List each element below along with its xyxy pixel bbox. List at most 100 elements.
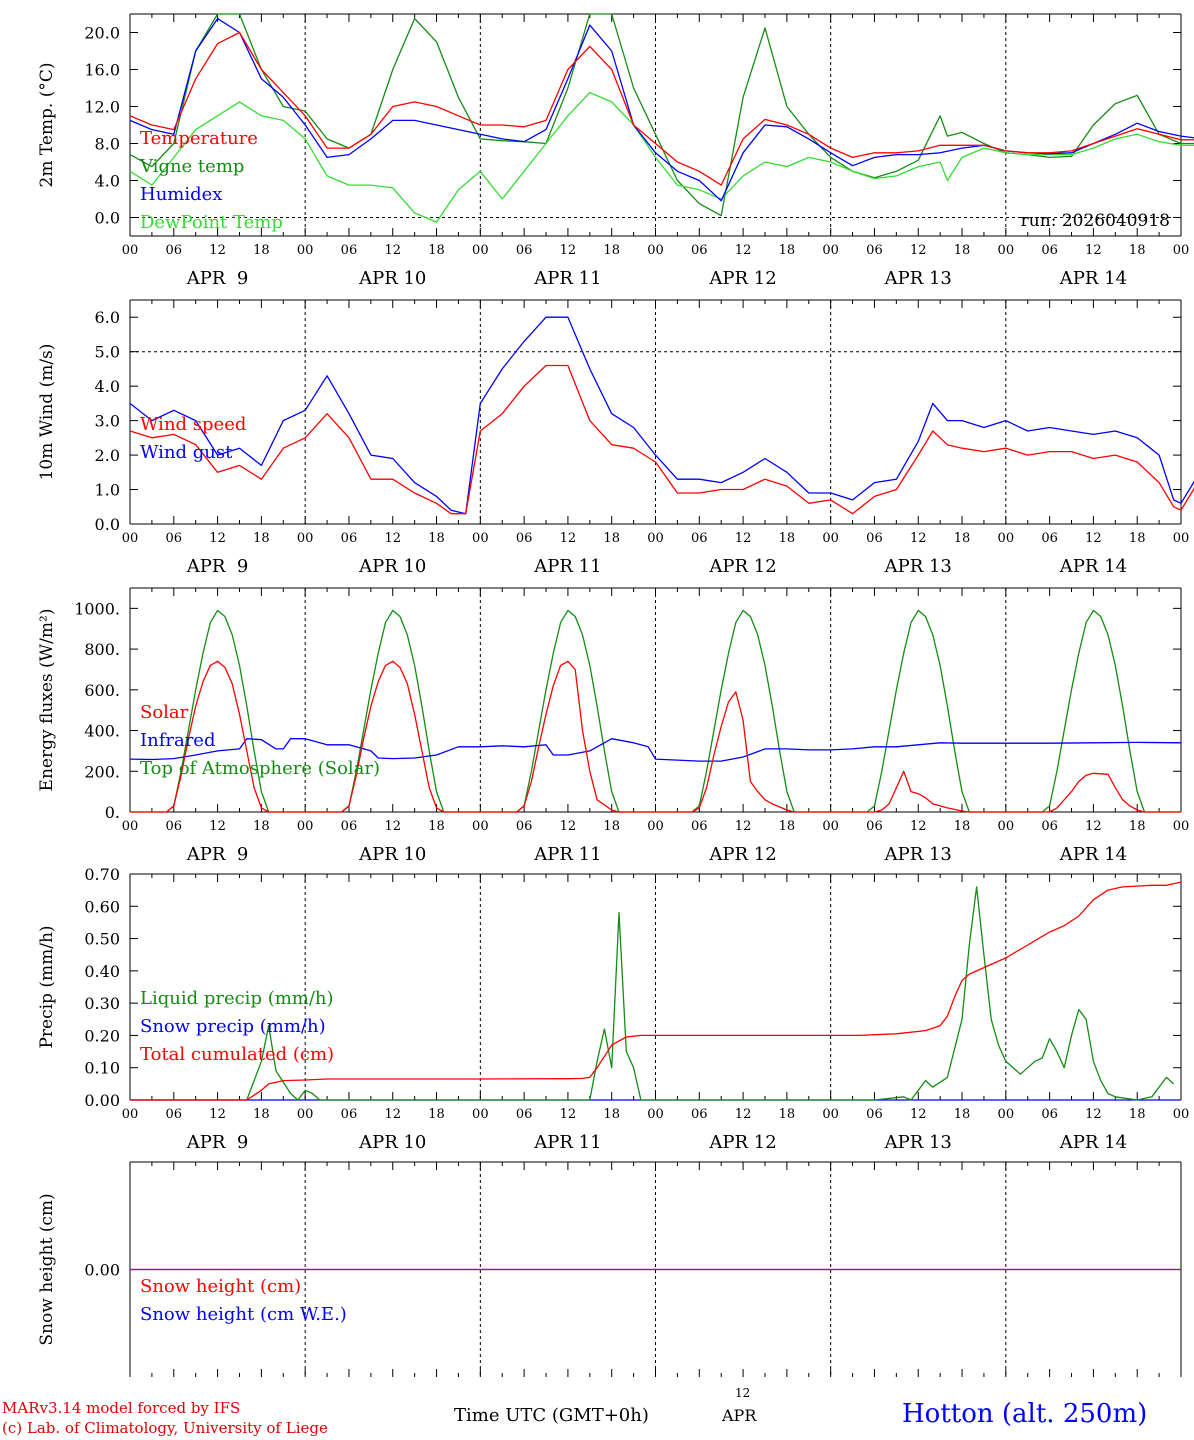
x-day-label: APR 10 [358, 556, 426, 577]
x-tick-label: 12 [1085, 819, 1102, 834]
series-line [129, 31, 1194, 186]
y-tick-label: 1000. [74, 599, 120, 618]
x-tick-label: 00 [122, 819, 139, 834]
legend-entry: Wind gust [140, 442, 233, 463]
lab-credit: (c) Lab. of Climatology, University of L… [2, 1419, 328, 1437]
x-day-label: APR 14 [1059, 268, 1127, 289]
legend-entry: Snow precip (mm/h) [140, 1016, 326, 1037]
x-tick-label: 18 [954, 1107, 971, 1122]
y-tick-label: 0.60 [84, 897, 120, 916]
x-tick-label: 18 [428, 531, 445, 546]
y-tick-label: 800. [84, 640, 120, 659]
x-tick-label: 06 [691, 243, 708, 258]
y-tick-label: 0.00 [84, 1261, 120, 1280]
y-tick-label: 0.0 [95, 515, 120, 534]
legend-entry: Infrared [140, 730, 215, 751]
legend-entry: Snow height (cm W.E.) [140, 1304, 347, 1325]
x-tick-label: 18 [603, 531, 620, 546]
x-tick-label: 18 [1129, 1107, 1146, 1122]
x-day-label: APR 10 [358, 1132, 426, 1153]
series-line [130, 660, 1181, 813]
x-tick-label: 12 [209, 243, 226, 258]
x-tick-label: 00 [472, 531, 489, 546]
x-tick-label: 06 [516, 531, 533, 546]
legend-entry: Vigne temp [139, 156, 244, 177]
x-tick-label: 06 [341, 819, 358, 834]
y-tick-label: 400. [84, 722, 120, 741]
x-tick-label: 12 [209, 819, 226, 834]
x-day-label: APR 10 [358, 268, 426, 289]
y-tick-label: 1.0 [95, 481, 120, 500]
x-tick-label: 00 [1173, 243, 1190, 258]
x-day-label: APR 11 [533, 844, 601, 865]
x-tick-label: 18 [1129, 243, 1146, 258]
x-tick-label: 00 [998, 531, 1015, 546]
y-tick-label: 0.00 [84, 1091, 120, 1110]
y-axis-title: Energy fluxes (W/m²) [37, 609, 57, 792]
y-axis-title: 10m Wind (m/s) [37, 344, 57, 481]
legend-entry: Humidex [140, 184, 222, 205]
y-tick-label: 0.10 [84, 1059, 120, 1078]
x-tick-label: 06 [166, 243, 183, 258]
x-tick-label: 00 [297, 531, 314, 546]
x-tick-label: 06 [341, 1107, 358, 1122]
legend-entry: Total cumulated (cm) [140, 1044, 334, 1065]
x-day-label: APR 13 [884, 556, 952, 577]
small-hour-label: 12 [735, 1386, 751, 1400]
x-tick-label: 06 [1041, 1107, 1058, 1122]
y-axis-title: Precip (mm/h) [37, 925, 57, 1048]
y-tick-label: 6.0 [95, 308, 120, 327]
x-tick-label: 00 [822, 531, 839, 546]
x-tick-label: 12 [384, 819, 401, 834]
legend-entry: Wind speed [140, 414, 246, 435]
x-tick-label: 12 [910, 531, 927, 546]
y-axis-title: Snow height (cm) [37, 1193, 57, 1345]
legend-entry: Liquid precip (mm/h) [140, 988, 334, 1009]
x-tick-label: 18 [954, 819, 971, 834]
x-day-label: APR 12 [708, 844, 776, 865]
legend-entry: Snow height (cm) [140, 1276, 301, 1297]
x-tick-label: 12 [560, 243, 577, 258]
y-tick-label: 0. [105, 803, 120, 822]
x-tick-label: 00 [122, 243, 139, 258]
x-tick-label: 06 [1041, 243, 1058, 258]
x-tick-label: 00 [998, 243, 1015, 258]
series-line [130, 886, 1175, 1101]
series-line [129, 17, 1194, 202]
x-tick-label: 18 [1129, 531, 1146, 546]
x-tick-label: 18 [603, 1107, 620, 1122]
x-tick-label: 06 [166, 1107, 183, 1122]
y-tick-label: 0.20 [84, 1026, 120, 1045]
x-tick-label: 18 [603, 243, 620, 258]
x-tick-label: 12 [1085, 243, 1102, 258]
x-tick-label: 12 [1085, 531, 1102, 546]
x-tick-label: 00 [647, 531, 664, 546]
x-tick-label: 18 [779, 243, 796, 258]
x-tick-label: 06 [516, 1107, 533, 1122]
x-tick-label: 18 [428, 819, 445, 834]
x-day-label: APR 12 [708, 1132, 776, 1153]
x-tick-label: 12 [560, 1107, 577, 1122]
x-tick-label: 18 [253, 819, 270, 834]
y-tick-label: 3.0 [95, 412, 120, 431]
x-day-label: APR 14 [1059, 1132, 1127, 1153]
x-tick-label: 12 [209, 531, 226, 546]
series-line [129, 13, 1194, 217]
x-tick-label: 12 [910, 243, 927, 258]
x-tick-label: 00 [1173, 1107, 1190, 1122]
x-tick-label: 06 [166, 531, 183, 546]
x-tick-label: 12 [735, 243, 752, 258]
y-tick-label: 0.30 [84, 994, 120, 1013]
y-tick-label: 0.40 [84, 962, 120, 981]
x-day-label: APR 10 [358, 844, 426, 865]
x-tick-label: 00 [647, 243, 664, 258]
x-tick-label: 18 [253, 1107, 270, 1122]
x-day-label: APR 11 [533, 268, 601, 289]
y-tick-label: 4.0 [95, 377, 120, 396]
series-line [129, 316, 1194, 515]
x-tick-label: 12 [560, 531, 577, 546]
x-tick-label: 00 [647, 1107, 664, 1122]
y-tick-label: 600. [84, 681, 120, 700]
y-tick-label: 20.0 [84, 24, 120, 43]
